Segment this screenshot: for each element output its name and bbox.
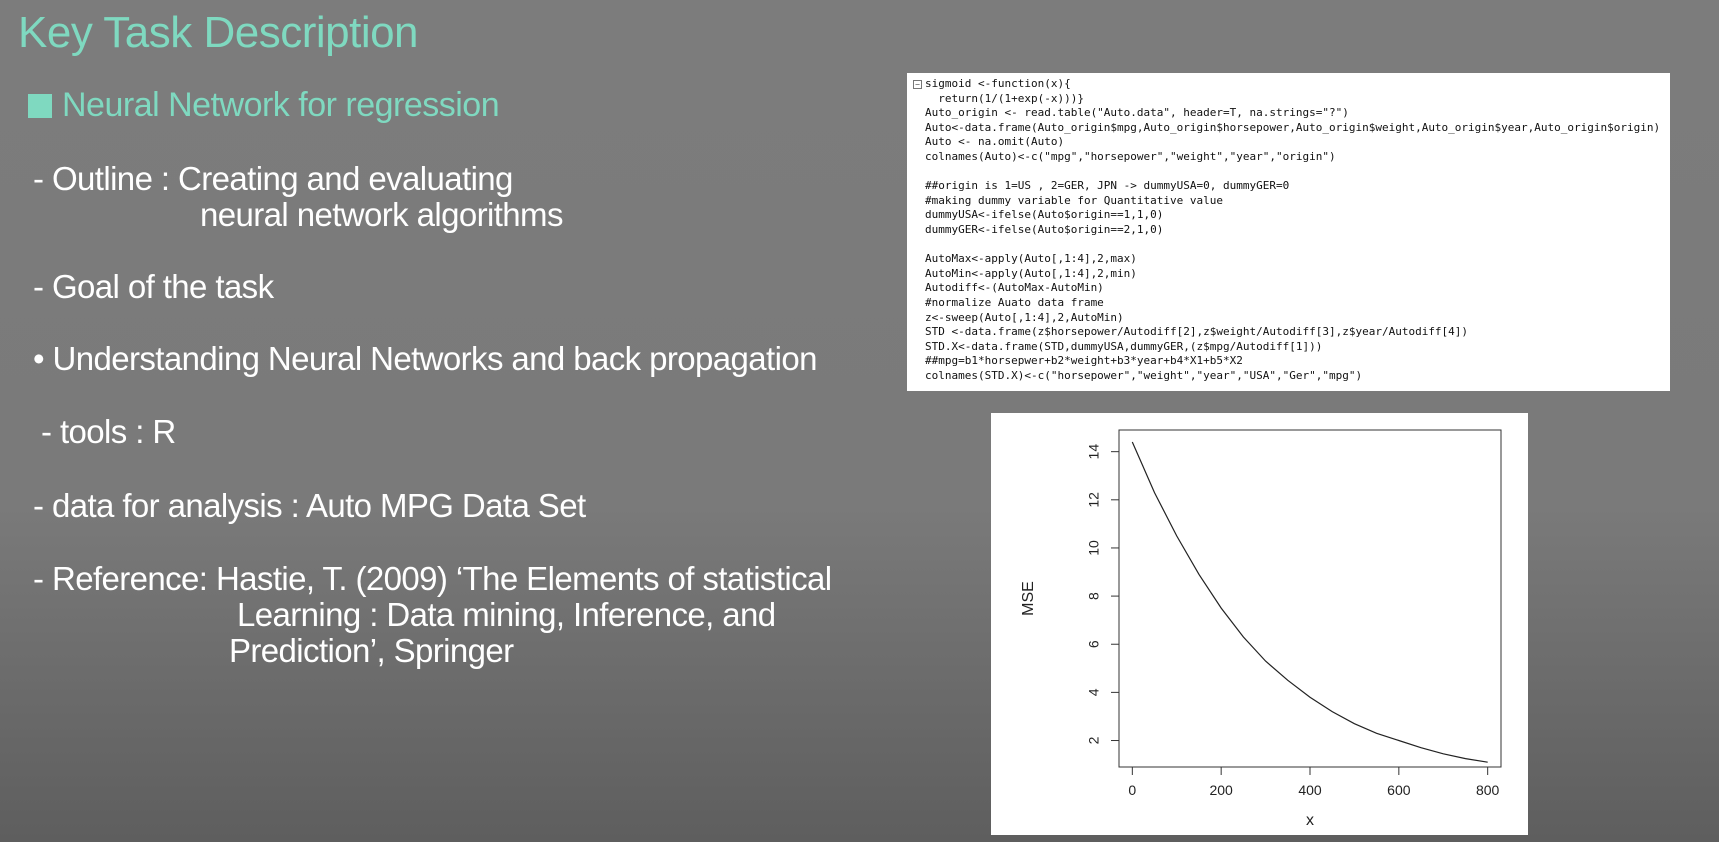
data-line: - data for analysis : Auto MPG Data Set — [33, 487, 586, 524]
code-line — [913, 165, 1662, 180]
x-tick-label: 0 — [1128, 782, 1136, 798]
y-tick-label: 12 — [1086, 492, 1102, 508]
outline-line-1: - Outline : Creating and evaluating — [33, 160, 513, 197]
x-tick-label: 600 — [1387, 782, 1411, 798]
y-tick-label: 10 — [1086, 540, 1102, 556]
x-tick-label: 400 — [1298, 782, 1322, 798]
minus-box-icon: − — [913, 80, 922, 89]
code-line: dummyGER<-ifelse(Auto$origin==2,1,0) — [925, 222, 1164, 236]
code-line: return(1/(1+exp(-x)))} — [925, 91, 1084, 105]
code-screenshot: sigmoid <-function(x){− return(1/(1+exp(… — [907, 73, 1670, 391]
x-axis-label: x — [1306, 812, 1314, 829]
section-heading-text: Neural Network for regression — [62, 86, 500, 124]
code-line: Auto<-data.frame(Auto_origin$mpg,Auto_or… — [925, 120, 1661, 134]
code-line: Auto <- na.omit(Auto) — [925, 135, 1065, 149]
code-line: z<-sweep(Auto[,1:4],2,AutoMin) — [925, 310, 1124, 324]
y-tick-label: 14 — [1086, 444, 1102, 460]
code-line: colnames(Auto)<-c("mpg","horsepower","we… — [925, 149, 1336, 163]
code-line: ##origin is 1=US , 2=GER, JPN -> dummyUS… — [925, 179, 1290, 193]
tools-line: - tools : R — [41, 413, 176, 450]
x-tick-label: 200 — [1209, 782, 1233, 798]
code-line: AutoMin<-apply(Auto[,1:4],2,min) — [925, 266, 1137, 280]
code-line: #making dummy variable for Quantitative … — [925, 193, 1224, 207]
section-heading: Neural Network for regression — [28, 86, 500, 125]
y-tick-label: 8 — [1086, 592, 1102, 600]
mse-chart: 0 200 400 600 800 2 4 6 8 10 12 14 x MSE — [991, 413, 1528, 835]
square-bullet-icon — [28, 93, 52, 118]
mse-series-line — [1131, 441, 1488, 763]
reference-line-2: Learning : Data mining, Inference, and — [237, 596, 776, 633]
code-line: Auto_origin <- read.table("Auto.data", h… — [925, 106, 1349, 120]
understanding-line: • Understanding Neural Networks and back… — [33, 340, 817, 377]
code-line: Autodiff<-(AutoMax-AutoMin) — [925, 281, 1104, 295]
code-line: dummyUSA<-ifelse(Auto$origin==1,1,0) — [925, 208, 1164, 222]
code-line: STD.X<-data.frame(STD,dummyUSA,dummyGER,… — [925, 339, 1323, 353]
goal-line: - Goal of the task — [33, 268, 274, 305]
code-line: sigmoid <-function(x){− — [913, 77, 1662, 92]
y-tick-label: 4 — [1086, 688, 1102, 696]
y-tick-label: 2 — [1086, 736, 1102, 744]
code-line: #normalize Auato data frame — [925, 295, 1104, 309]
y-tick-label: 6 — [1086, 640, 1102, 648]
code-line: STD <-data.frame(z$horsepower/Autodiff[2… — [925, 325, 1469, 339]
code-line: ##mpg=b1*horsepwer+b2*weight+b3*year+b4*… — [925, 354, 1243, 368]
code-line: AutoMax<-apply(Auto[,1:4],2,max) — [925, 252, 1137, 266]
reference-line-1: - Reference: Hastie, T. (2009) ‘The Elem… — [33, 560, 832, 597]
reference-line-3: Prediction’, Springer — [229, 632, 514, 669]
slide-title: Key Task Description — [18, 8, 419, 57]
outline-line-2: neural network algorithms — [200, 196, 563, 233]
code-line: colnames(STD.X)<-c("horsepower","weight"… — [925, 368, 1363, 382]
code-line — [913, 238, 1662, 253]
x-tick-label: 800 — [1476, 782, 1500, 798]
y-axis-label: MSE — [1020, 581, 1037, 616]
plot-frame — [1118, 429, 1502, 768]
code-block: sigmoid <-function(x){− return(1/(1+exp(… — [913, 77, 1662, 383]
mse-chart-svg: 0 200 400 600 800 2 4 6 8 10 12 14 x MSE — [1020, 429, 1502, 829]
